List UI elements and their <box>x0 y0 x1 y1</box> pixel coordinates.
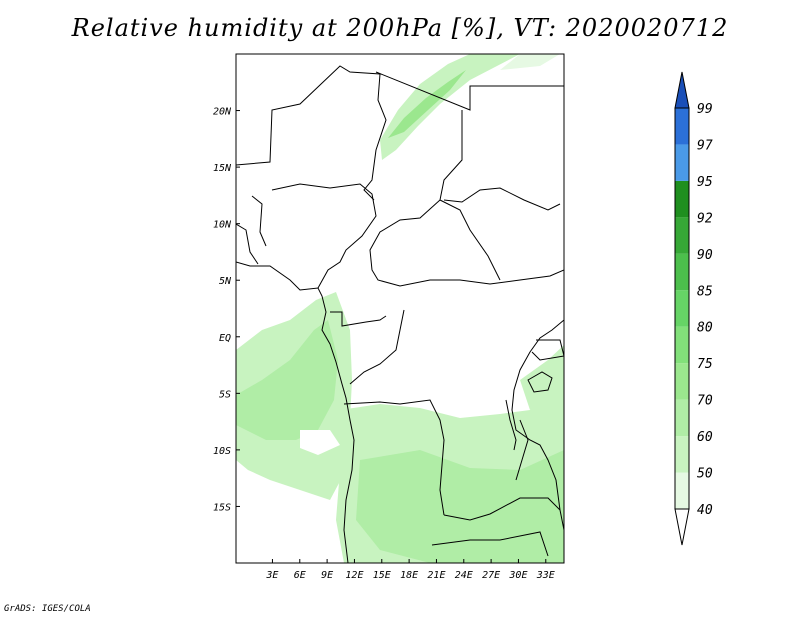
colorbar-box <box>675 399 689 437</box>
lake-tanganyika <box>505 399 517 451</box>
lat-tick-label: 15N <box>213 163 232 174</box>
colorbar-max-arrow <box>674 71 690 109</box>
country-boundaries <box>236 65 564 563</box>
colorbar-box <box>675 326 689 364</box>
lat-axis: 20N 15N 10N 5N EQ 5S 10S 15S <box>213 107 240 513</box>
humidity-shading <box>236 54 564 563</box>
lon-tick-label: 30E <box>508 570 527 581</box>
colorbar-label: 95 <box>697 175 713 190</box>
boundary-3 <box>369 110 564 287</box>
lon-tick-label: 12E <box>345 570 363 581</box>
colorbar-label: 60 <box>697 430 713 445</box>
boundary-15 <box>443 187 561 211</box>
lon-tick-label: 33E <box>536 570 555 581</box>
lat-tick-label: 10S <box>213 446 231 457</box>
colorbar-label: 99 <box>697 102 713 117</box>
colorbar-label: 85 <box>697 284 713 299</box>
boundary-11 <box>443 497 561 521</box>
colorbar-box <box>675 290 689 327</box>
lon-tick-label: 24E <box>455 570 473 581</box>
colorbar-label: 50 <box>697 467 713 482</box>
lon-tick-label: 27E <box>482 570 500 581</box>
boundary-1 <box>236 65 387 201</box>
colorbar-label: 97 <box>697 138 713 153</box>
chart-title: Relative humidity at 200hPa [%], VT: 202… <box>71 14 729 42</box>
boundary-7 <box>251 195 267 247</box>
humidity-field-ne <box>380 54 520 160</box>
lat-tick-label: 5S <box>219 389 231 400</box>
humidity-field-ne-tip <box>500 54 560 70</box>
boundary-5 <box>271 183 377 289</box>
map-frame <box>235 53 565 564</box>
lon-tick-label: 6E <box>294 570 306 581</box>
boundary-12 <box>431 531 549 557</box>
lake-victoria <box>527 371 553 393</box>
boundary-2 <box>375 71 564 111</box>
credit-text: GrADS: IGES/COLA <box>4 604 91 614</box>
boundary-8 <box>330 311 387 327</box>
humidity-field-west-core <box>236 320 338 440</box>
coastline-west <box>236 261 355 563</box>
lon-tick-label: 18E <box>400 570 418 581</box>
lat-tick-label: 15S <box>213 502 231 513</box>
boundary-9 <box>349 309 405 385</box>
colorbar: 40 50 60 70 75 80 85 90 92 95 97 99 <box>674 71 713 546</box>
colorbar-min-arrow <box>674 508 690 546</box>
colorbar-label: 40 <box>697 503 713 518</box>
humidity-field-ne-core <box>388 70 466 138</box>
lon-axis: 3E 6E 9E 12E 15E 18E 21E 24E 27E 30E 33E <box>265 559 555 581</box>
colorbar-box <box>675 436 689 473</box>
boundary-13 <box>515 419 529 481</box>
colorbar-box <box>675 180 689 218</box>
lat-tick-label: 10N <box>213 220 232 231</box>
colorbar-label: 90 <box>697 248 713 263</box>
lat-tick-label: 20N <box>213 107 232 118</box>
colorbar-label: 70 <box>697 394 713 409</box>
colorbar-box <box>675 253 689 291</box>
boundary-14 <box>531 339 564 361</box>
colorbar-box <box>675 472 689 509</box>
lon-tick-label: 3E <box>265 570 278 581</box>
lon-tick-label: 9E <box>321 570 333 581</box>
humidity-dry-patch <box>300 430 340 455</box>
boundary-6 <box>236 223 259 265</box>
colorbar-box <box>675 144 689 181</box>
humidity-field-south-core <box>356 450 564 563</box>
colorbar-label: 80 <box>697 321 713 336</box>
colorbar-box <box>675 217 689 254</box>
lon-tick-label: 15E <box>373 570 391 581</box>
colorbar-label: 75 <box>697 357 713 372</box>
lat-tick-label: EQ <box>219 333 231 344</box>
lon-tick-label: 21E <box>427 570 445 581</box>
colorbar-box <box>675 108 689 145</box>
colorbar-box <box>675 363 689 400</box>
colorbar-label: 92 <box>697 211 713 226</box>
boundary-10 <box>343 399 445 516</box>
humidity-field-east <box>520 345 564 410</box>
lat-tick-label: 5N <box>219 276 232 287</box>
boundary-4 <box>439 199 501 281</box>
